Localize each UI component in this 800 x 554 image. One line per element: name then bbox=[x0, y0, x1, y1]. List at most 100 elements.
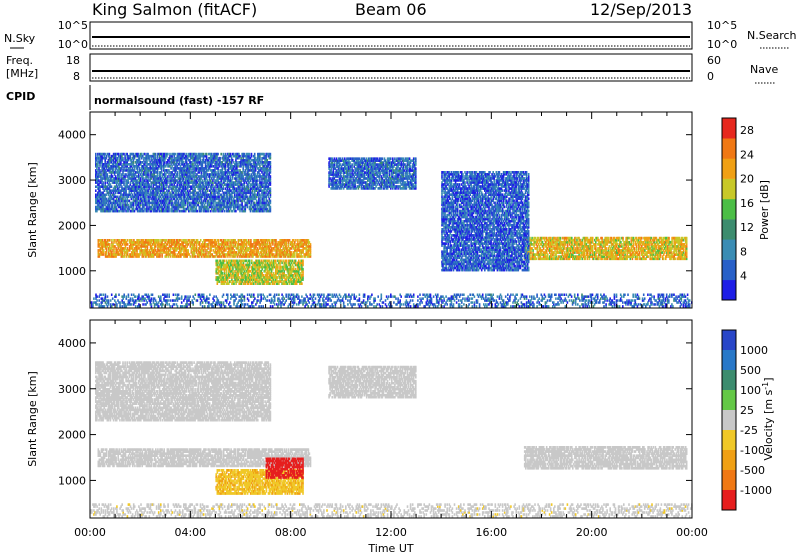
echo-cell-r0 bbox=[197, 241, 200, 244]
echo-cell-r3 bbox=[108, 161, 111, 164]
echo-cell-r2 bbox=[246, 269, 249, 273]
echo-cell-r0 bbox=[181, 243, 183, 246]
echo-cell-r1 bbox=[592, 253, 595, 256]
echo-cell-r3 bbox=[100, 197, 102, 201]
echo-cell-r0 bbox=[225, 243, 227, 246]
echo-cell-r3 bbox=[138, 154, 141, 158]
echo-cell-r0 bbox=[290, 241, 293, 244]
echo-cell-r2 bbox=[288, 282, 291, 285]
echo-cell-r3 bbox=[109, 185, 112, 188]
echo-cell-r0 bbox=[135, 245, 137, 248]
echo-cell-r3 bbox=[117, 181, 119, 184]
echo-cell-r2 bbox=[290, 267, 293, 271]
echo-cell-r2 bbox=[248, 261, 251, 265]
echo-cell-r0 bbox=[119, 251, 122, 254]
echo-cell-r3 bbox=[106, 165, 109, 168]
echo-cell-r3 bbox=[126, 179, 128, 182]
echo-cell-r1 bbox=[632, 238, 635, 242]
echo-cell-r2 bbox=[221, 267, 224, 271]
echo-cell-r0 bbox=[132, 253, 134, 256]
echo-cell-r1 bbox=[633, 247, 636, 250]
echo-cell-r2 bbox=[285, 280, 287, 283]
echo-cell-r0 bbox=[214, 245, 217, 248]
echo-cell-r1 bbox=[651, 251, 653, 254]
echo-cell-r1 bbox=[658, 255, 661, 258]
echo-cell-r0 bbox=[193, 239, 196, 242]
echo-cell-r3 bbox=[134, 203, 137, 207]
echo-cell-r0 bbox=[243, 243, 246, 246]
echo-cell-r0 bbox=[203, 245, 205, 248]
echo-cell-r1 bbox=[630, 243, 633, 246]
echo-cell-r0 bbox=[175, 247, 178, 250]
echo-cell-r3 bbox=[96, 173, 98, 176]
echo-cell-r1 bbox=[586, 240, 589, 244]
echo-cell-r3 bbox=[113, 165, 116, 168]
echo-cell-r2 bbox=[241, 263, 244, 267]
echo-cell-r1 bbox=[668, 249, 670, 252]
echo-cell-r1 bbox=[671, 245, 673, 248]
echo-cell-r1 bbox=[543, 243, 546, 246]
echo-cell-r3 bbox=[126, 201, 128, 205]
echo-cell-r2 bbox=[266, 278, 269, 281]
echo-cell-r0 bbox=[175, 255, 178, 258]
echo-cell-r0 bbox=[166, 247, 169, 250]
echo-cell-r1 bbox=[630, 245, 633, 248]
echo-cell-r1 bbox=[662, 253, 665, 256]
echo-cell-r2 bbox=[279, 276, 281, 279]
echo-cell-r3 bbox=[130, 173, 133, 176]
echo-cell-r3 bbox=[119, 169, 121, 172]
echo-cell-r1 bbox=[617, 257, 619, 261]
echo-cell-r2 bbox=[278, 269, 280, 273]
echo-cell-r2 bbox=[234, 261, 236, 265]
echo-cell-r0 bbox=[159, 251, 161, 254]
echo-cell-r1 bbox=[676, 240, 679, 244]
echo-cell-r0 bbox=[301, 243, 303, 246]
echo-cell-r2 bbox=[270, 274, 273, 277]
echo-cell-r3 bbox=[134, 177, 137, 180]
echo-cell-r0 bbox=[158, 245, 160, 248]
echo-cell-r1 bbox=[551, 238, 553, 242]
echo-cell-r0 bbox=[219, 255, 222, 258]
echo-cell-r0 bbox=[167, 249, 170, 252]
echo-cell-r2 bbox=[243, 276, 246, 279]
echo-cell-r1 bbox=[555, 240, 557, 244]
echo-cell-r2 bbox=[240, 282, 243, 285]
echo-cell-r3 bbox=[97, 207, 99, 211]
echo-cell-r3 bbox=[114, 163, 117, 166]
echo-cell-r1 bbox=[598, 249, 600, 252]
echo-cell-r0 bbox=[279, 239, 281, 242]
echo-cell-r0 bbox=[117, 253, 119, 256]
echo-cell-r3 bbox=[113, 156, 116, 160]
echo-cell-r3 bbox=[103, 167, 105, 170]
echo-cell-r0 bbox=[249, 255, 251, 258]
echo-cell-r3 bbox=[127, 167, 129, 170]
echo-cell-r3 bbox=[136, 191, 139, 195]
echo-cell-r0 bbox=[266, 253, 269, 256]
echo-cell-r0 bbox=[158, 253, 160, 256]
echo-cell-r1 bbox=[650, 251, 652, 254]
echo-cell-r0 bbox=[193, 247, 196, 250]
echo-cell-r2 bbox=[221, 274, 224, 277]
echo-cell-r0 bbox=[232, 251, 234, 254]
echo-cell-r2 bbox=[276, 276, 278, 279]
echo-cell-r0 bbox=[152, 255, 155, 258]
echo-cell-r0 bbox=[270, 245, 272, 248]
echo-cell-r3 bbox=[113, 181, 116, 184]
echo-cell-r3 bbox=[103, 203, 105, 207]
echo-cell-r0 bbox=[108, 243, 110, 246]
echo-cell-r0 bbox=[104, 245, 107, 248]
echo-cell-r0 bbox=[249, 251, 251, 254]
echo-cell-r3 bbox=[119, 158, 121, 162]
echo-cell-r1 bbox=[645, 245, 647, 248]
echo-cell-r0 bbox=[293, 251, 295, 254]
echo-cell-r1 bbox=[659, 240, 662, 244]
echo-cell-r3 bbox=[110, 179, 113, 182]
echo-cell-r1 bbox=[657, 253, 660, 256]
echo-cell-r0 bbox=[173, 243, 176, 246]
echo-cell-r0 bbox=[195, 243, 198, 246]
echo-cell-r3 bbox=[95, 193, 97, 197]
echo-cell-r3 bbox=[102, 177, 104, 180]
echo-cell-r0 bbox=[257, 241, 259, 244]
echo-cell-r1 bbox=[677, 238, 680, 242]
echo-cell-r3 bbox=[109, 161, 112, 164]
